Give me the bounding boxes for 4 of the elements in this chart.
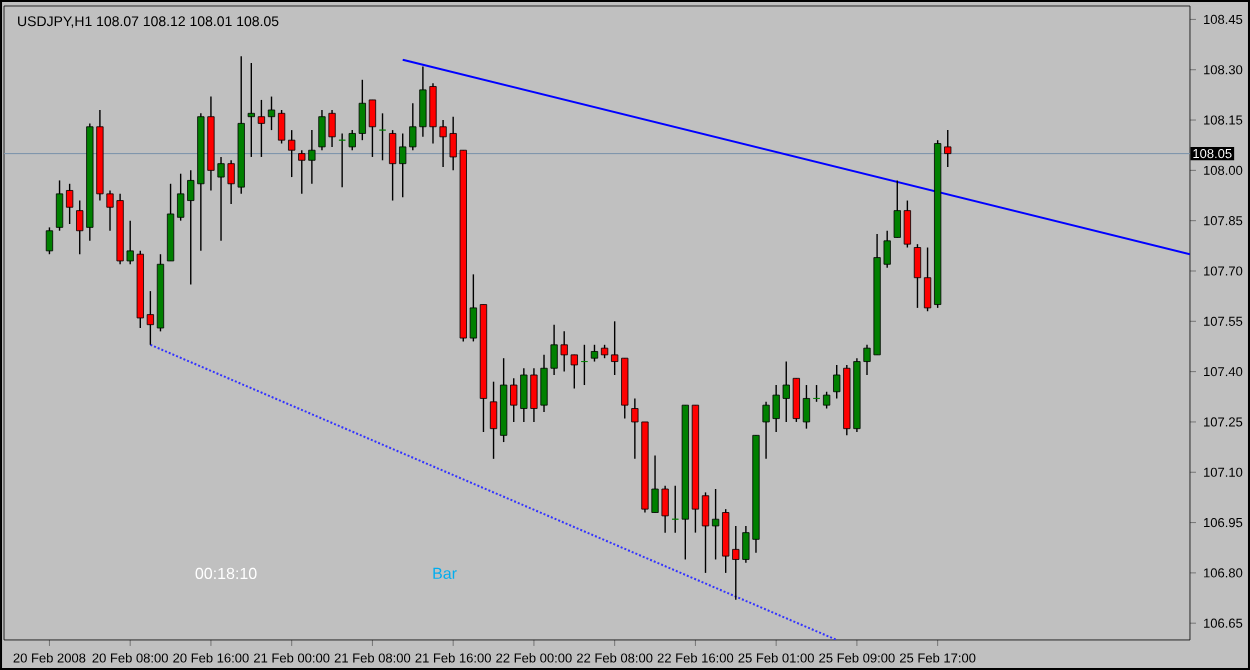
annotation: Bar [433, 567, 457, 579]
candlestick [45, 226, 54, 255]
annotation: 00:18:10 [195, 567, 257, 580]
candlestick [378, 112, 387, 161]
